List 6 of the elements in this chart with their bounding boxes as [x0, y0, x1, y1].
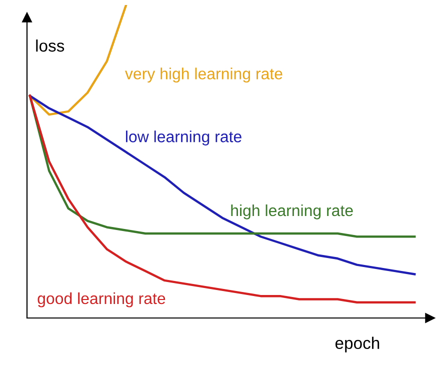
x-axis-title: epoch — [335, 336, 380, 352]
series-label: high learning rate — [231, 204, 353, 220]
series-label: very high learning rate — [124, 68, 282, 83]
series-label: low learning rate — [126, 130, 242, 146]
y-axis-title: loss — [36, 39, 64, 52]
series-label: good learning rate — [38, 292, 166, 308]
